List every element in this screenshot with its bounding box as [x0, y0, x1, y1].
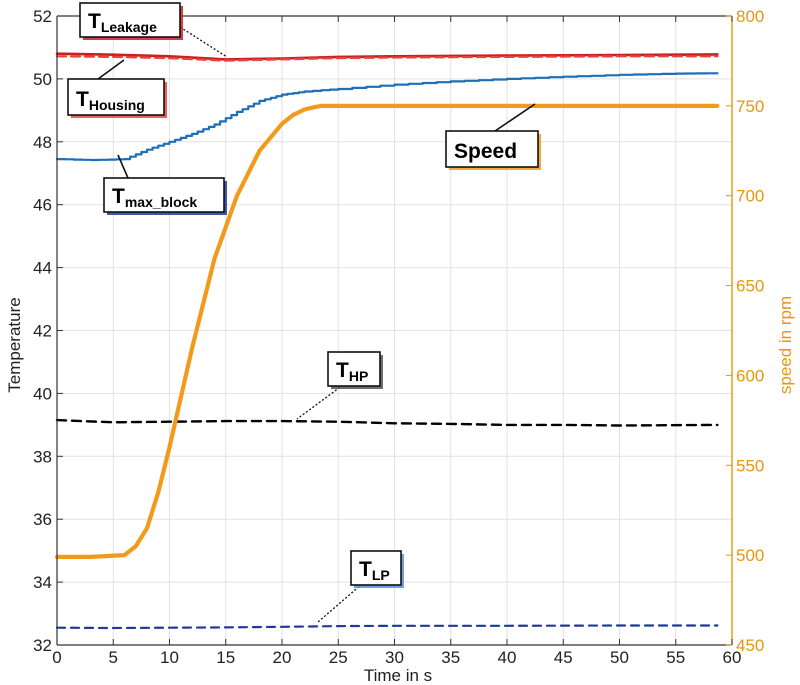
- annotation-leader-line: [317, 583, 363, 623]
- y-tick-label: 48: [33, 133, 52, 152]
- y2-tick-label: 450: [736, 636, 764, 655]
- x-axis-title: Time in s: [364, 666, 432, 685]
- annotation-leader-line: [494, 103, 536, 132]
- series-group: [54, 52, 720, 630]
- y2-tick-label: 700: [736, 187, 764, 206]
- y2-tick-label: 750: [736, 97, 764, 116]
- annotation-leader-line: [296, 384, 344, 420]
- y2-tick-label: 500: [736, 546, 764, 565]
- x-tick-label: 55: [666, 648, 685, 667]
- series-line-max-block: [55, 72, 719, 162]
- x-tick-label: 30: [385, 648, 404, 667]
- x-tick-label: 5: [109, 648, 118, 667]
- annotation-box: [445, 130, 539, 168]
- annotation-label: Speed: [454, 140, 517, 163]
- annotation-main-text: T: [76, 88, 89, 111]
- annotation-box: [350, 550, 402, 586]
- annotation-label: TLP: [359, 558, 390, 583]
- annotation-leader-line: [117, 154, 129, 179]
- x-tick-label: 60: [723, 648, 742, 667]
- annotation-leader-line: [97, 59, 125, 80]
- annotation-label: THP: [336, 359, 368, 384]
- ticks: 0 5 10 15 20 25 30 35 40 45 50 55 60 32 34 36 38 40 42 44 46…: [33, 7, 764, 667]
- y-tick-label: 42: [33, 322, 52, 341]
- annotation-lp: TLP: [317, 550, 404, 623]
- annotation-box: [79, 2, 181, 38]
- x-tick-label: 10: [160, 648, 179, 667]
- y-tick-label: 34: [33, 573, 52, 592]
- annotation-main-text: Speed: [454, 140, 517, 163]
- y2-tick-label: 550: [736, 456, 764, 475]
- annotation-sub-text: max_block: [125, 194, 198, 210]
- x-tick-label: 15: [216, 648, 235, 667]
- y-tick-label: 38: [33, 447, 52, 466]
- x-tick-label: 40: [498, 648, 517, 667]
- annotation-sub-text: LP: [372, 567, 390, 583]
- annotation-leakage: TLeakage: [79, 2, 228, 58]
- y-tick-label: 36: [33, 510, 52, 529]
- y-tick-label: 32: [33, 636, 52, 655]
- x-tick-label: 45: [554, 648, 573, 667]
- y2-tick-label: 800: [736, 7, 764, 26]
- annotation-main-text: T: [336, 359, 349, 382]
- annotation-max-block: Tmax_block: [103, 154, 227, 215]
- annotation-sub-text: Housing: [89, 97, 145, 113]
- annotation-main-text: T: [359, 558, 372, 581]
- y-tick-label: 44: [33, 259, 52, 278]
- x-tick-label: 0: [52, 648, 61, 667]
- y-tick-label: 52: [33, 7, 52, 26]
- series-line-speed: [54, 103, 720, 559]
- y-tick-label: 46: [33, 196, 52, 215]
- annotation-box: [67, 78, 165, 116]
- annotation-speed: Speed: [445, 103, 541, 170]
- x-tick-label: 25: [329, 648, 348, 667]
- series-line-hp: [55, 418, 719, 427]
- x-tick-label: 50: [610, 648, 629, 667]
- y-tick-label: 40: [33, 384, 52, 403]
- y2-tick-label: 650: [736, 277, 764, 296]
- annotation-leader-line: [179, 26, 228, 58]
- y-axis-title: Temperature: [5, 297, 24, 392]
- series-line-housing: [55, 55, 719, 62]
- x-tick-label: 20: [273, 648, 292, 667]
- x-tick-label: 35: [441, 648, 460, 667]
- y2-axis-title: speed in rpm: [776, 296, 795, 394]
- y-tick-label: 50: [33, 70, 52, 89]
- annotation-sub-text: HP: [349, 368, 368, 384]
- annotation-box: [103, 177, 225, 213]
- series-line-lp: [55, 624, 719, 630]
- annotation-main-text: T: [112, 185, 125, 208]
- annotation-label: Tmax_block: [112, 185, 197, 210]
- annotation-main-text: T: [88, 10, 101, 33]
- y2-tick-label: 600: [736, 366, 764, 385]
- annotation-box: [327, 351, 381, 387]
- annotation-sub-text: Leakage: [101, 19, 157, 35]
- annotation-hp: THP: [296, 351, 383, 420]
- annotation-label: TLeakage: [88, 10, 157, 35]
- annotation-housing: THousing: [67, 59, 167, 118]
- annotation-label: THousing: [76, 88, 145, 113]
